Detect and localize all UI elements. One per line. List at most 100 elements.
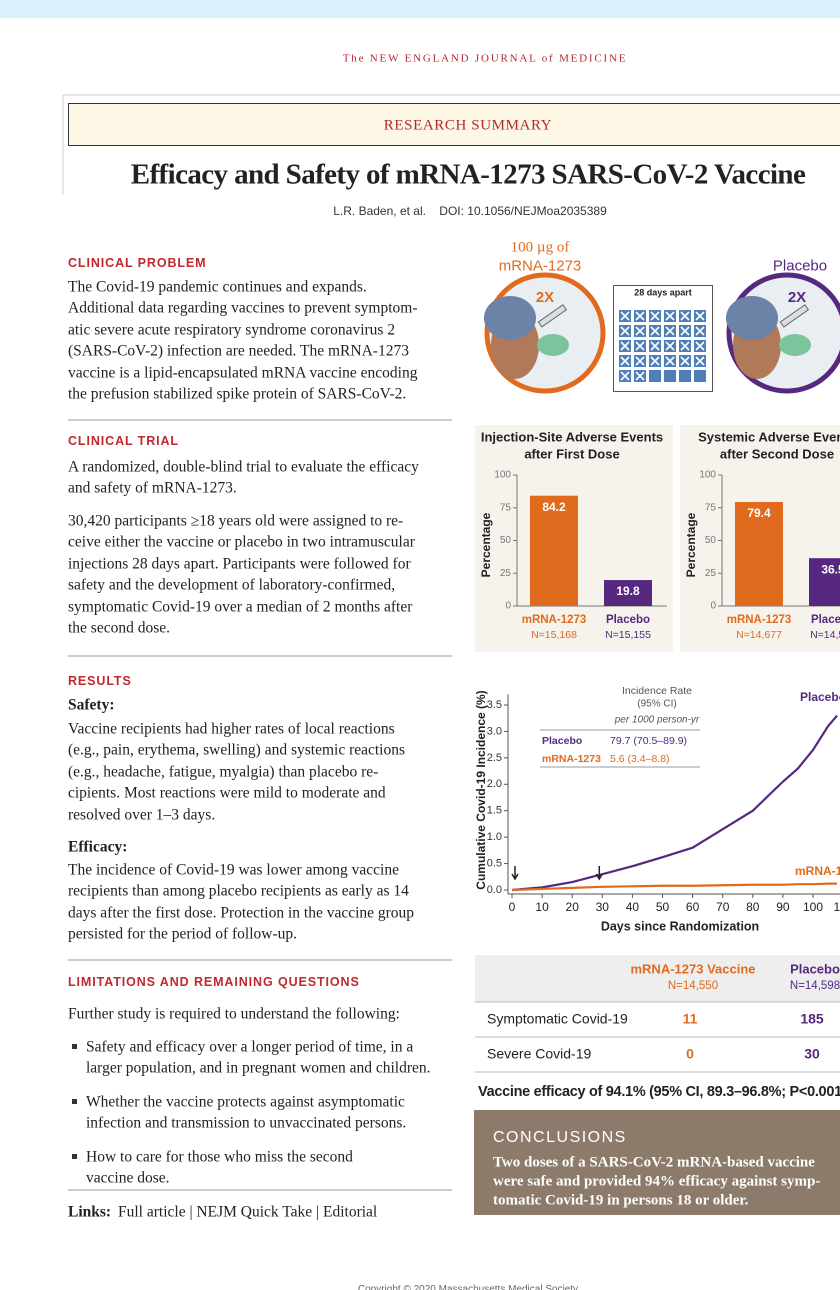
value-label: 36.5 (821, 562, 840, 576)
bullet (72, 1099, 77, 1104)
text-line: and safety of mRNA-1273. (68, 481, 237, 497)
y-tick-label: 3.5 (487, 699, 502, 711)
links-label: Links: (68, 1204, 111, 1220)
dose-count: 2X (536, 289, 554, 306)
conclusions-line: Two doses of a SARS-CoV-2 mRNA-based vac… (493, 1154, 815, 1170)
vaccine-label: mRNA-1273 (499, 259, 582, 274)
text-line: (e.g., headache, fatigue, myalgia) than … (68, 764, 378, 780)
y-tick-label: 25 (500, 568, 512, 579)
y-axis-label: Percentage (479, 512, 493, 577)
y-tick-label: 1.5 (487, 805, 502, 817)
chart-title: after Second Dose (720, 446, 834, 461)
journal-name: The NEW ENGLAND JOURNAL of MEDICINE (343, 54, 628, 65)
y-tick-label: 100 (494, 470, 511, 481)
section-heading: CLINICAL TRIAL (68, 435, 179, 448)
y-tick-label: 3.0 (487, 725, 502, 737)
chart-title: after First Dose (524, 446, 619, 461)
table-cell: 30 (804, 1046, 820, 1062)
copyright: Copyright © 2020 Massachusetts Medical S… (358, 1285, 578, 1290)
series-label: mRNA-1273 (795, 864, 840, 878)
text-line: larger population, and in pregnant women… (86, 1061, 431, 1077)
sleeve (726, 296, 778, 340)
glove (537, 334, 569, 356)
inset-row-value: 5.6 (3.4–8.8) (610, 753, 670, 765)
y-tick-label: 100 (699, 470, 716, 481)
top-bar (0, 0, 840, 18)
category-label: mRNA-1273 (727, 614, 792, 626)
y-tick-label: 1.0 (487, 831, 502, 843)
text-line: resolved over 1–3 days. (68, 807, 215, 823)
calendar-day (664, 370, 676, 382)
page: 2X2X28 days apartInjection-Site Adverse … (0, 0, 840, 1290)
y-tick-label: 2.0 (487, 778, 502, 790)
calendar-day (694, 370, 706, 382)
x-tick-label: 90 (776, 900, 790, 914)
text-line: Additional data regarding vaccines to pr… (68, 301, 418, 317)
inset-title: Incidence Rate (622, 685, 692, 697)
calendar-day (649, 370, 661, 382)
x-tick-label: 10 (535, 900, 549, 914)
text-line: ceive either the vaccine or placebo in t… (68, 535, 415, 551)
dose-count: 2X (788, 289, 806, 306)
text-line: cipients. Most reactions were mild to mo… (68, 785, 386, 801)
text-line: Safety and efficacy over a longer period… (86, 1039, 413, 1055)
table-cell: 185 (800, 1011, 824, 1027)
column-header: Placebo (790, 961, 840, 976)
conclusions-heading: CONCLUSIONS (493, 1129, 627, 1146)
text-line: injections 28 days apart. Participants w… (68, 556, 411, 572)
column-note: N=14,550 (668, 980, 718, 992)
x-tick-label: 80 (746, 900, 760, 914)
y-tick-label: 0 (710, 601, 716, 612)
x-tick-label: 0 (509, 900, 516, 914)
byline: L.R. Baden, et al. DOI: 10.1056/NEJMoa20… (333, 205, 607, 217)
value-label: 79.4 (747, 506, 771, 520)
category-note: N=15,168 (531, 629, 577, 641)
vaccine-label: 100 µg of (511, 241, 570, 256)
text-line: persisted for the period of follow-up. (68, 926, 297, 942)
category-label: Placebo (811, 614, 840, 626)
y-tick-label: 2.5 (487, 752, 502, 764)
text-line: The Covid-19 pandemic continues and expa… (68, 279, 367, 295)
row-label: Severe Covid-19 (487, 1046, 591, 1062)
section-heading: LIMITATIONS AND REMAINING QUESTIONS (68, 976, 360, 989)
conclusions-line: tomatic Covid-19 in persons 18 or older. (493, 1192, 749, 1208)
bullet (72, 1154, 77, 1159)
text-line: The incidence of Covid-19 was lower amon… (68, 862, 399, 878)
text-line: A randomized, double-blind trial to eval… (68, 459, 419, 475)
column-note: N=14,598 (790, 980, 840, 992)
efficacy: Vaccine efficacy of 94.1% (95% CI, 89.3–… (478, 1084, 840, 1100)
y-tick-label: 75 (705, 502, 717, 513)
text-line: the prefusion stabilized spike protein o… (68, 386, 406, 402)
placebo-label: Placebo (773, 259, 827, 274)
text-line: Vaccine recipients had higher rates of l… (68, 721, 395, 737)
x-tick-label: 70 (716, 900, 730, 914)
kicker: RESEARCH SUMMARY (384, 119, 552, 134)
y-axis-label: Cumulative Covid-19 Incidence (%) (474, 690, 488, 889)
category-note: N=14,677 (736, 629, 782, 641)
sleeve (484, 296, 536, 340)
title: Efficacy and Safety of mRNA-1273 SARS-Co… (131, 161, 805, 190)
value-label: 84.2 (542, 500, 566, 514)
subheading: Safety: (68, 697, 115, 713)
subheading: Efficacy: (68, 839, 127, 855)
y-tick-label: 0 (505, 601, 511, 612)
text-line: vaccine dose. (86, 1171, 170, 1187)
table-cell: 11 (683, 1011, 698, 1027)
dose-arrow (512, 866, 518, 879)
glove (779, 334, 811, 356)
x-tick-label: 110 (834, 900, 840, 914)
y-tick-label: 75 (500, 502, 512, 513)
text-line: (SARS-CoV-2) infection are needed. The m… (68, 343, 409, 359)
text-line: 30,420 participants ≥18 years old were a… (68, 513, 403, 529)
calendar-day (679, 370, 691, 382)
calendar-label: 28 days apart (634, 287, 692, 297)
links: Full article | NEJM Quick Take | Editori… (118, 1204, 377, 1220)
bullet (72, 1044, 77, 1049)
text-line: infection and transmission to unvaccinat… (86, 1116, 406, 1132)
inset-row-label: Placebo (542, 735, 582, 747)
inset-subtitle: per 1000 person-yr (614, 715, 700, 726)
x-tick-label: 100 (803, 900, 823, 914)
chart-title: Systemic Adverse Events (698, 429, 840, 444)
series-label: Placebo (800, 690, 840, 704)
text-line: recipients than among placebo recipients… (68, 884, 409, 900)
